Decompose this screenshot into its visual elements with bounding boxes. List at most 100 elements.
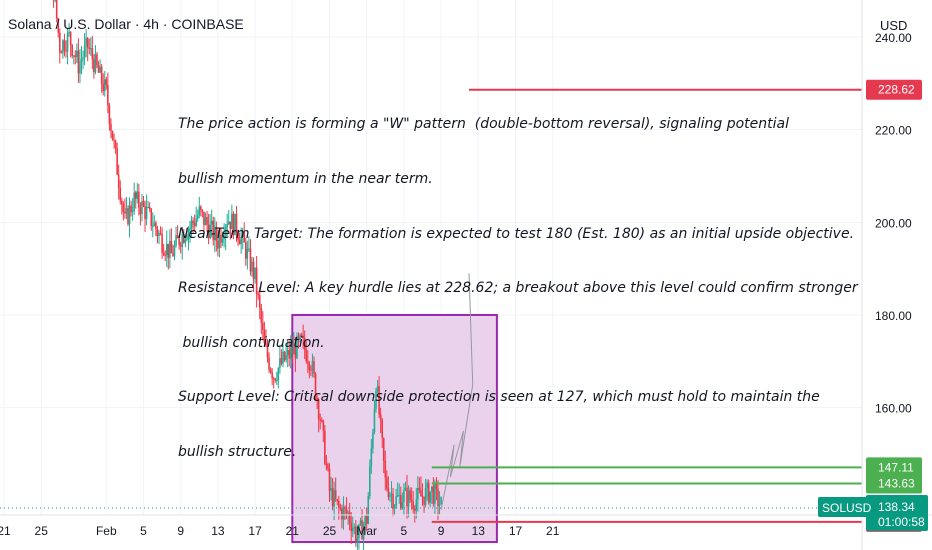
candle-body	[271, 371, 273, 379]
annotation-line: Support Level: Critical downside protect…	[178, 389, 820, 406]
projection-line	[440, 273, 474, 510]
candle-body	[252, 261, 255, 280]
candle-body	[82, 57, 84, 60]
candle-body	[150, 208, 153, 226]
candle-body	[274, 378, 277, 381]
candle-body	[218, 234, 221, 249]
candle-body	[76, 50, 78, 57]
candle-body	[424, 487, 427, 505]
candle-body	[390, 493, 393, 495]
x-tick-label: 17	[509, 524, 523, 538]
y-tick-label: 160.00	[875, 402, 912, 416]
candle-body	[305, 349, 308, 362]
price-tag	[866, 473, 922, 494]
candle-body	[212, 220, 215, 241]
candle-body	[285, 355, 287, 361]
candle-body	[351, 528, 354, 532]
currency-label[interactable]: USD	[880, 18, 908, 33]
candle-body	[322, 420, 325, 431]
y-tick-label: 180.00	[875, 309, 912, 323]
candle-body	[308, 363, 311, 370]
current-price-value: 138.34	[878, 500, 915, 514]
candle-body	[421, 496, 424, 498]
candle-body	[254, 267, 256, 280]
annotation-line: Near-Term Target: The formation is expec…	[178, 225, 855, 242]
candle-body	[138, 191, 140, 208]
candle-body	[246, 248, 249, 259]
candle-body	[387, 488, 390, 498]
candle-body	[196, 215, 199, 219]
candle-body	[355, 526, 357, 542]
candle-body	[142, 201, 145, 206]
price-tags-layer: 228.62147.11143.63135.36138.3401:00:58SO…	[818, 79, 928, 532]
candle-body	[429, 491, 432, 503]
candle-body	[179, 245, 182, 247]
candle-body	[147, 206, 149, 208]
candle-body	[60, 52, 63, 54]
candle-body	[108, 105, 111, 124]
candle-body	[152, 225, 154, 227]
candle-body	[350, 522, 352, 532]
candle-body	[369, 466, 371, 496]
candle-body	[136, 191, 139, 199]
candle-body	[344, 507, 346, 509]
chart-title: Solana / U.S. Dollar · 4h · COINBASE	[8, 16, 244, 32]
candle-body	[409, 490, 411, 500]
candle-body	[395, 495, 397, 507]
candle-body	[331, 488, 334, 507]
candle-body	[134, 192, 137, 199]
candle-body	[258, 295, 261, 308]
annotation-text: The price action is forming a "W" patter…	[178, 79, 858, 498]
x-tick-label: Feb	[96, 524, 117, 538]
candle-body	[214, 226, 216, 241]
candle-body	[348, 512, 351, 523]
candle-body	[110, 123, 112, 131]
candle-body	[217, 240, 219, 249]
candle-body	[121, 200, 123, 205]
candle-body	[116, 148, 118, 175]
candle-body	[384, 460, 387, 478]
candle-body	[356, 538, 359, 542]
y-tick-label: 240.00	[875, 31, 912, 45]
candle-body	[265, 343, 267, 346]
candle-body	[59, 32, 61, 53]
candle-body	[130, 205, 132, 213]
candle-body	[207, 224, 210, 239]
candle-body	[345, 508, 348, 514]
candle-body	[94, 54, 97, 73]
candle-body	[320, 420, 323, 422]
candle-body	[93, 59, 95, 73]
candle-body	[148, 206, 151, 209]
candle-body	[119, 187, 122, 201]
candle-body	[319, 419, 321, 421]
candle-body	[266, 345, 269, 358]
candle-body	[432, 486, 435, 504]
candle-body	[100, 66, 103, 84]
y-tick-label: 220.00	[875, 124, 912, 138]
candle-body	[440, 496, 442, 505]
candle-body	[375, 390, 377, 409]
candle-body	[393, 506, 396, 509]
price-tag-label: 228.62	[878, 83, 915, 97]
candle-body	[229, 221, 232, 230]
candle-body	[164, 254, 166, 256]
candle-body	[113, 139, 115, 142]
candle-body	[427, 482, 430, 503]
candle-body	[255, 267, 258, 294]
x-tick-label: 21	[0, 524, 11, 538]
x-tick-label: 5	[140, 524, 147, 538]
candle-body	[347, 512, 349, 514]
candle-body	[153, 222, 156, 226]
candle-body	[279, 358, 281, 369]
symbol-badge	[818, 497, 868, 518]
candle-body	[370, 448, 373, 467]
candle-body	[145, 207, 148, 220]
price-tag	[866, 457, 922, 478]
candle-body	[139, 207, 142, 215]
candle-body	[403, 490, 405, 503]
candle-body	[83, 45, 86, 58]
candle-body	[286, 350, 289, 356]
candle-body	[175, 235, 177, 246]
candle-body	[300, 334, 303, 336]
